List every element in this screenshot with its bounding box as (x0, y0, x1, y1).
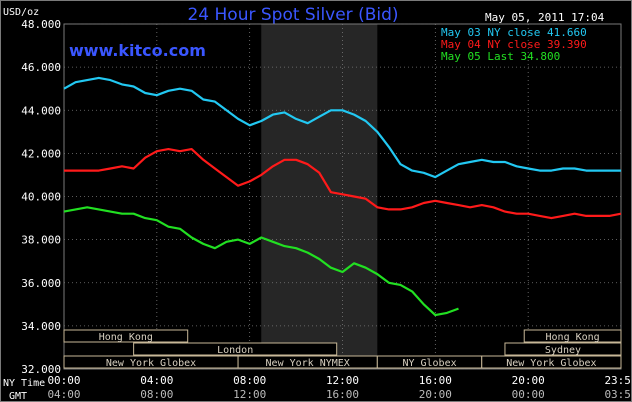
market-label: London (217, 345, 253, 356)
market-label: Hong Kong (546, 332, 600, 343)
y-tick-label: 38.000 (21, 234, 61, 247)
market-sessions: Hong Kong London New York Globex New York N… (63, 329, 622, 369)
y-tick-label: 36.000 (21, 277, 61, 290)
market-label: NY Globex (402, 358, 456, 369)
y-tick-label: 46.000 (21, 61, 61, 74)
chart-grid (63, 23, 622, 370)
y-tick-label: 42.000 (21, 147, 61, 160)
market-label: Sydney (545, 345, 581, 356)
x-axis-ticks: 00:0004:0008:0012:0016:0020:0023:5904:00… (47, 374, 631, 401)
ny-time-label: NY Time (3, 378, 45, 389)
gmt-tick-label: 00:00 (512, 388, 545, 401)
chart-title: 24 Hour Spot Silver (Bid) (187, 5, 398, 25)
gmt-tick-label: 20:00 (419, 388, 452, 401)
ny-tick-label: 20:00 (512, 374, 545, 387)
ny-tick-label: 23:59 (604, 374, 631, 387)
y-tick-label: 32.000 (21, 363, 61, 376)
website-label: www.kitco.com (69, 41, 206, 60)
y-tick-label: 44.000 (21, 104, 61, 117)
gmt-tick-label: 08:00 (140, 388, 173, 401)
y-tick-label: 40.000 (21, 191, 61, 204)
y-axis-ticks: 32.000 34.000 36.000 38.000 40.000 42.000 44.0… (21, 18, 61, 376)
market-label: New York Globex (106, 358, 196, 369)
series-line (63, 206, 459, 317)
legend-may04: May 04 NY close 39.390 (441, 38, 587, 51)
legend: May 03 NY close 41.660 May 04 NY close 3… (441, 26, 587, 63)
market-bar (504, 342, 622, 356)
gmt-tick-label: 12:00 (233, 388, 266, 401)
market-bar (133, 342, 338, 356)
gmt-label: GMT (9, 391, 27, 401)
unit-label: USD/oz (3, 7, 39, 18)
series-line (64, 148, 622, 220)
y-tick-label: 48.000 (21, 18, 61, 31)
ny-tick-label: 04:00 (140, 374, 173, 387)
market-bar (63, 329, 189, 343)
market-label: Hong Kong (99, 332, 153, 343)
market-label: New York Globex (506, 358, 596, 369)
legend-may05: May 05 Last 34.800 (441, 50, 560, 63)
ny-tick-label: 00:00 (47, 374, 80, 387)
timestamp: May 05, 2011 17:04 (485, 11, 605, 24)
gmt-tick-label: 16:00 (326, 388, 359, 401)
gmt-tick-label: 04:00 (47, 388, 80, 401)
legend-may03: May 03 NY close 41.660 (441, 26, 587, 39)
ny-tick-label: 12:00 (326, 374, 359, 387)
gmt-tick-label: 03:59 (604, 388, 631, 401)
market-bar (523, 329, 622, 343)
ny-tick-label: 08:00 (233, 374, 266, 387)
market-label: New York NYMEX (266, 358, 350, 369)
market-bar (481, 355, 622, 369)
price-series (63, 76, 622, 317)
series-line (63, 76, 621, 179)
y-tick-label: 34.000 (21, 320, 61, 333)
ny-tick-label: 16:00 (419, 374, 452, 387)
